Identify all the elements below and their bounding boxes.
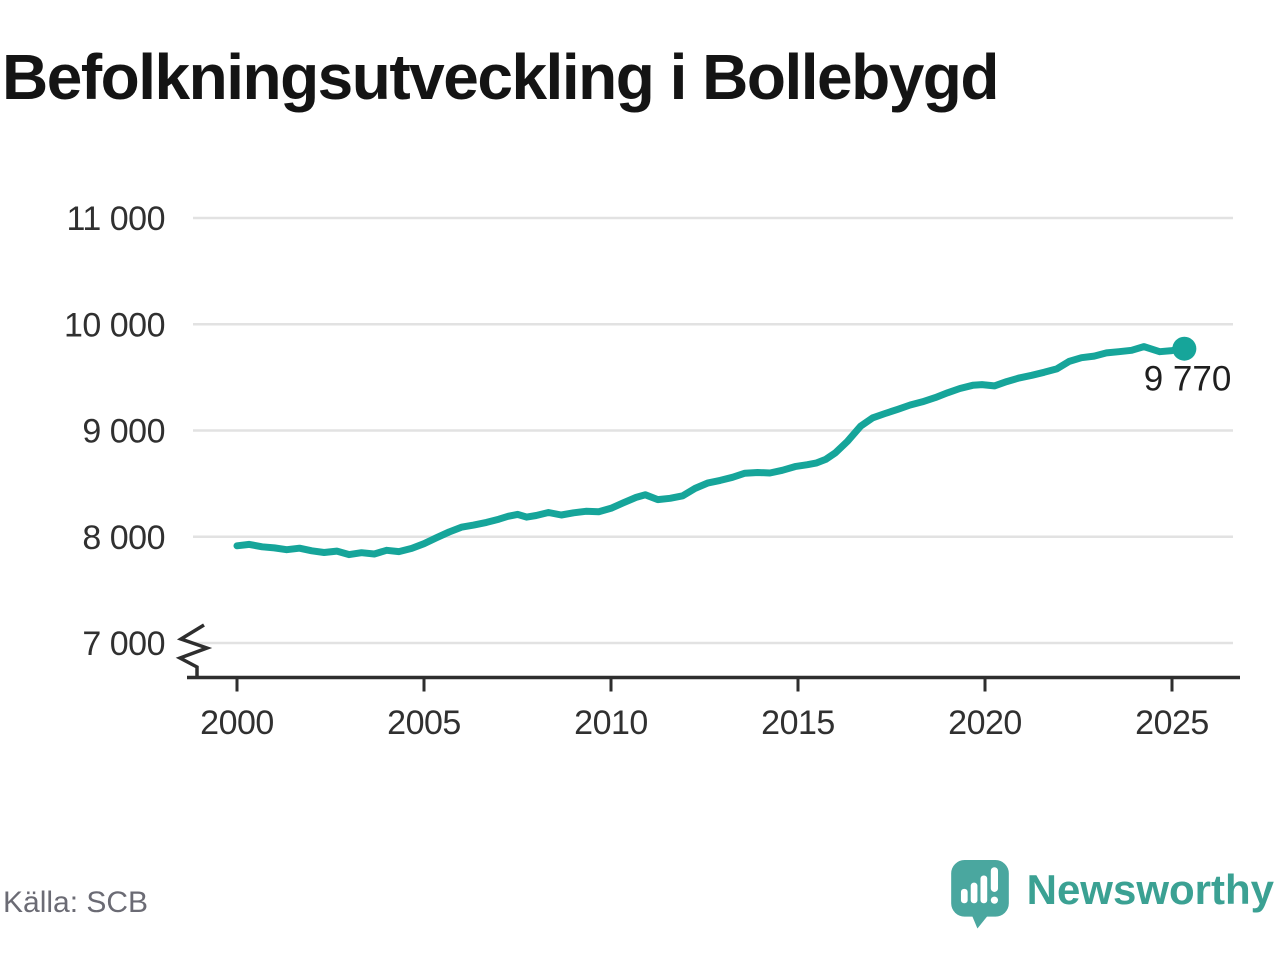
y-tick-label: 10 000	[64, 306, 165, 344]
logo-bar-medium	[970, 882, 978, 904]
y-tick-label: 8 000	[82, 519, 165, 557]
axis-break-icon	[175, 623, 213, 677]
population-line	[233, 343, 1188, 559]
x-tick-label: 2015	[761, 704, 835, 742]
logo-bar-tall	[980, 875, 987, 904]
logo-exclamation-dot	[990, 896, 998, 904]
logo-exclamation-bar	[990, 867, 998, 892]
logo-bubble-tail	[970, 912, 990, 929]
y-tick-label: 11 000	[67, 200, 165, 238]
y-tick-label: 9 000	[82, 413, 165, 451]
newsworthy-logo: Newsworthy	[949, 858, 1274, 930]
x-tick-label: 2020	[948, 704, 1022, 742]
x-tick-label: 2005	[387, 704, 461, 742]
latest-value-label: 9 770	[1144, 360, 1232, 399]
page-title: Befolkningsutveckling i Bollebygd	[2, 41, 999, 113]
x-tick-label: 2010	[574, 704, 648, 742]
logo-bar-small	[960, 888, 968, 904]
newsworthy-bubble-chart-icon	[950, 860, 1009, 929]
latest-point-dot	[1172, 336, 1197, 361]
logo-bubble	[950, 860, 1009, 917]
y-tick-label: 7 000	[82, 625, 165, 663]
source-note: Källa: SCB	[3, 886, 149, 919]
x-tick-label: 2025	[1135, 704, 1209, 742]
newsworthy-wordmark: Newsworthy	[1026, 866, 1274, 913]
x-tick-label: 2000	[200, 704, 274, 742]
